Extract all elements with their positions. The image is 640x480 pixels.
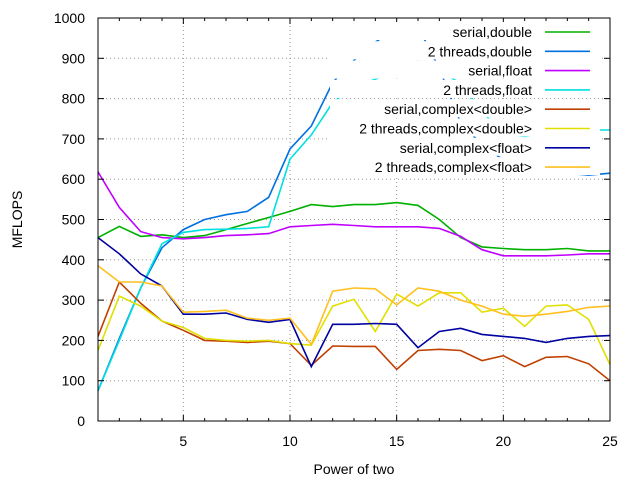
legend-item-background xyxy=(330,137,600,156)
y-tick-label: 700 xyxy=(62,131,86,147)
series-line-2-threads-complex-float xyxy=(97,265,611,346)
legend-label: 2 threads,complex<float> xyxy=(375,159,532,175)
legend-item-background xyxy=(330,79,600,98)
y-tick-label: 400 xyxy=(62,252,86,268)
legend-item-background xyxy=(330,60,600,79)
x-tick-label: 20 xyxy=(496,433,512,449)
legend-item-background xyxy=(330,99,600,118)
y-tick-label: 800 xyxy=(62,91,86,107)
series-line-serial-float xyxy=(97,171,610,257)
legend-label: serial,complex<double> xyxy=(384,101,532,117)
x-tick-label: 25 xyxy=(602,433,618,449)
y-tick-label: 500 xyxy=(62,212,86,228)
x-tick-label: 15 xyxy=(389,433,405,449)
y-tick-label: 300 xyxy=(62,292,86,308)
legend-item-background xyxy=(330,41,600,60)
legend-label: serial,complex<float> xyxy=(400,140,532,156)
legend-item-background xyxy=(330,157,600,176)
series-line-serial-complex-double xyxy=(97,280,611,382)
legend-label: serial,double xyxy=(453,24,533,40)
legend-label: 2 threads,double xyxy=(428,43,533,59)
y-axis-title: MFLOPS xyxy=(9,191,25,249)
axis-ticks: 0 100 200 300 400 500 600 700 800 900 1000 5 10 15 20 2… xyxy=(54,10,618,449)
y-tick-label: 900 xyxy=(62,50,86,66)
y-tick-label: 200 xyxy=(62,332,86,348)
legend-label: 2 threads,float xyxy=(443,82,532,98)
legend-label: serial,float xyxy=(468,63,532,79)
series-line-2-threads-complex-double xyxy=(97,291,611,365)
series-line-serial-complex-float xyxy=(97,236,611,369)
x-tick-label: 5 xyxy=(179,433,187,449)
legend: serial,double 2 threads,double serial,floa… xyxy=(330,22,600,176)
legend-label: 2 threads,complex<double> xyxy=(359,121,532,137)
series-line-serial-double xyxy=(97,201,610,252)
legend-item-background xyxy=(330,118,600,137)
x-axis-title: Power of two xyxy=(314,461,395,477)
y-tick-label: 100 xyxy=(62,373,86,389)
x-tick-label: 10 xyxy=(282,433,298,449)
legend-item-background xyxy=(330,22,600,40)
y-tick-label: 1000 xyxy=(54,10,85,26)
y-tick-label: 0 xyxy=(77,413,85,429)
y-tick-label: 600 xyxy=(62,171,86,187)
